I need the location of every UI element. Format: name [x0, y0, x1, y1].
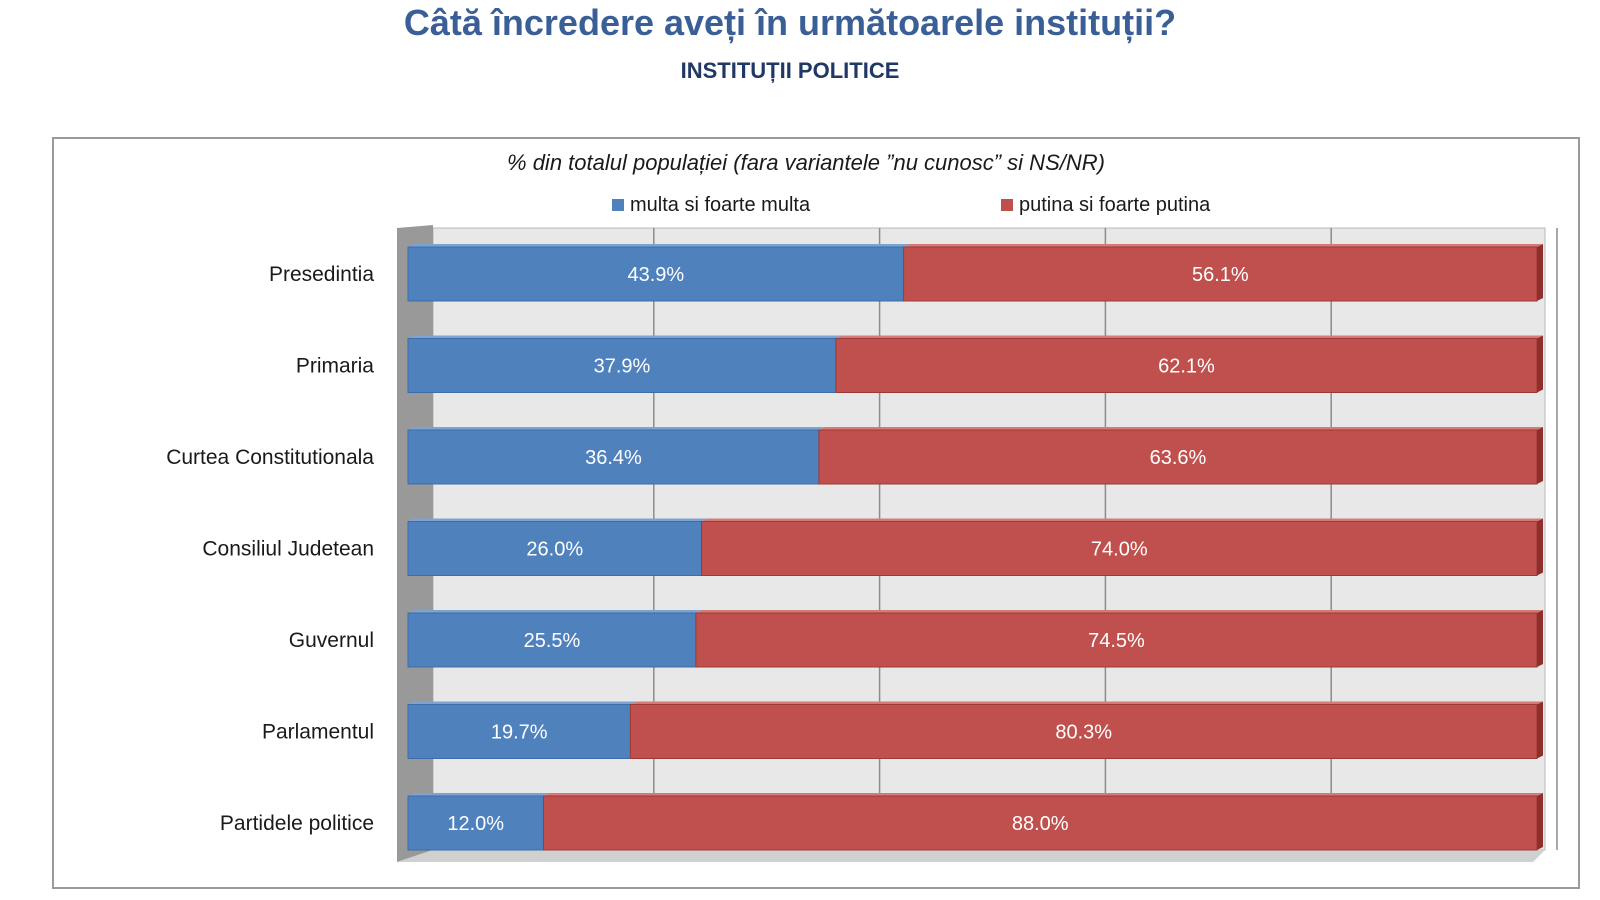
page-title: Câtă încredere aveți în următoarele inst… — [403, 2, 1177, 43]
bar-segment — [701, 521, 1538, 576]
bar-top-face — [408, 701, 637, 705]
legend-item: putina si foarte putina — [1001, 194, 1211, 216]
bar-top-face — [408, 335, 842, 339]
data-label: 43.9% — [627, 264, 684, 286]
bar-segment — [542, 795, 1538, 851]
bar-top-face — [701, 518, 1543, 522]
data-label: 36.4% — [585, 447, 642, 469]
bar-side-face — [1537, 244, 1543, 301]
bar-top-face — [818, 427, 1543, 430]
category-label: Primaria — [296, 355, 374, 378]
data-label: 37.9% — [594, 356, 651, 378]
bar-segment — [407, 246, 905, 302]
data-label: 25.5% — [524, 630, 581, 652]
category-label: Consiliul Judetean — [202, 538, 374, 561]
data-label: 88.0% — [1012, 813, 1069, 835]
category-label: Partidele politice — [220, 812, 374, 835]
bar-top-face — [903, 244, 1543, 247]
bar-segment — [407, 521, 703, 576]
data-label: 62.1% — [1158, 356, 1215, 378]
bar-top-face — [408, 793, 550, 796]
legend-label: multa si foarte multa — [630, 194, 811, 216]
data-label: 26.0% — [526, 539, 583, 561]
category-label: Guvernul — [289, 629, 374, 652]
bar-segment — [407, 704, 631, 759]
bar-top-face — [408, 610, 702, 613]
bar-side-face — [1537, 427, 1543, 484]
bar-side-face — [1537, 701, 1543, 759]
bar-top-face — [630, 701, 1543, 705]
bar-segment — [903, 246, 1538, 302]
data-label: 19.7% — [491, 722, 548, 744]
page-subtitle: INSTITUȚII POLITICE — [680, 58, 900, 83]
bar-segment — [818, 429, 1538, 485]
category-label: Curtea Constitutionala — [166, 446, 374, 469]
data-label: 63.6% — [1150, 447, 1207, 469]
bar-segment — [407, 795, 544, 851]
category-label: Parlamentul — [262, 721, 374, 744]
category-label: Presedintia — [269, 263, 374, 286]
legend-label: putina si foarte putina — [1019, 194, 1211, 216]
bar-side-face — [1537, 518, 1543, 576]
bar-segment — [695, 612, 1538, 668]
plot-floor — [397, 850, 1545, 862]
bar-segment — [629, 704, 1538, 759]
bar-side-face — [1537, 610, 1543, 667]
bar-top-face — [543, 793, 1543, 796]
bar-top-face — [835, 335, 1543, 339]
data-label: 74.5% — [1088, 630, 1145, 652]
legend-item: multa si foarte multa — [612, 194, 811, 216]
data-label: 56.1% — [1192, 264, 1249, 286]
bar-side-face — [1537, 793, 1543, 850]
bar-segment — [407, 338, 837, 393]
data-label: 12.0% — [447, 813, 504, 835]
legend-swatch — [1001, 199, 1013, 211]
data-label: 80.3% — [1055, 722, 1112, 744]
bar-segment — [835, 338, 1538, 393]
legend-swatch — [612, 199, 624, 211]
chart-title: % din totalul populației (fara variantel… — [507, 150, 1105, 175]
bar-top-face — [408, 518, 708, 522]
data-label: 74.0% — [1091, 539, 1148, 561]
bar-top-face — [408, 427, 825, 430]
bar-top-face — [408, 244, 910, 247]
bar-top-face — [695, 610, 1543, 613]
bar-side-face — [1537, 335, 1543, 393]
